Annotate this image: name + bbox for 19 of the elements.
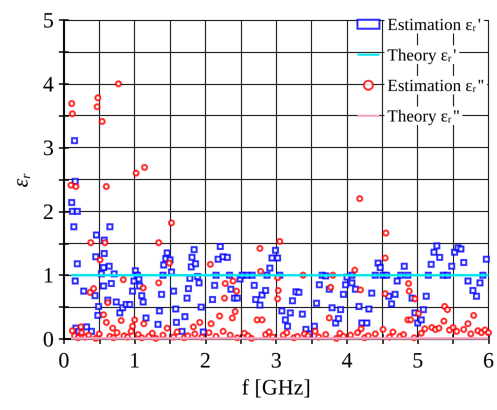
y-tick-label: 5 <box>42 8 54 32</box>
x-tick-label: 0 <box>58 348 70 372</box>
legend-label: Estimation εr'' <box>387 76 484 95</box>
x-tick-label: 2 <box>200 348 211 372</box>
y-tick-label: 1 <box>42 262 54 288</box>
x-tick-label: 4 <box>341 348 352 372</box>
x-tick-label: 5 <box>412 348 424 372</box>
x-tick-label: 3 <box>270 348 282 372</box>
y-tick-label: 3 <box>42 135 54 160</box>
x-axis-title: f [GHz] <box>242 374 311 400</box>
legend-label: Theory εr' <box>387 45 456 64</box>
y-tick-label: 2 <box>42 198 54 224</box>
legend-label: Theory εr'' <box>387 106 460 126</box>
y-tick-label: 4 <box>42 71 54 96</box>
x-tick-label: 1 <box>129 348 140 372</box>
legend-label: Estimation εr' <box>387 14 481 34</box>
x-tick-label: 6 <box>483 348 494 372</box>
y-tick-label: 0 <box>42 326 54 352</box>
y-axis-title: εr <box>8 172 33 188</box>
